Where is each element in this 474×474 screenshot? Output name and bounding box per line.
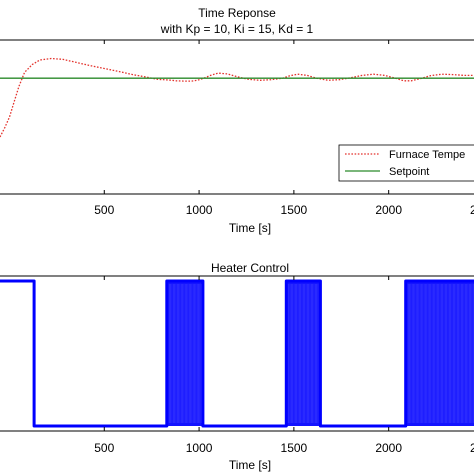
legend-box — [338, 144, 474, 182]
time-response-chart: Time Reponse with Kp = 10, Ki = 15, Kd =… — [0, 6, 474, 235]
x-tick-label: 1500 — [281, 203, 308, 217]
plot-area-frame — [0, 275, 474, 432]
series-line-heater — [0, 279, 474, 428]
bottom-data-marks — [0, 279, 474, 428]
x-tick-label: 2000 — [375, 203, 402, 217]
x-tick-label: 500 — [94, 203, 114, 217]
x-tick-label: 1500 — [281, 441, 308, 455]
x-tick-label: 2000 — [375, 441, 402, 455]
x-tick-label: 2 — [470, 203, 474, 217]
top-data-marks — [0, 57, 474, 138]
chart-title: Time Reponse — [198, 6, 276, 20]
switching-burst — [166, 281, 203, 426]
legend-label-setpoint: Setpoint — [389, 166, 429, 178]
x-tick-label: 2 — [470, 441, 474, 455]
top-x-ticks: 500 1000 1500 2000 2 — [94, 40, 474, 217]
chart-title: Heater Control — [211, 261, 289, 275]
x-tick-label: 1000 — [186, 441, 213, 455]
bottom-x-ticks: 500 1000 1500 2000 2 — [94, 276, 474, 455]
x-axis-label: Time [s] — [229, 458, 271, 472]
x-tick-label: 500 — [94, 441, 114, 455]
heater-control-chart: Heater Control 500 1000 1500 2000 2 Time [s] — [0, 261, 474, 472]
chart-subtitle: with Kp = 10, Ki = 15, Kd = 1 — [160, 22, 314, 36]
x-axis-label: Time [s] — [229, 221, 271, 235]
x-tick-label: 1000 — [186, 203, 213, 217]
series-line-furnace — [0, 57, 474, 138]
legend-label-furnace: Furnace Tempe — [389, 149, 465, 161]
legend: Furnace Tempe Setpoint — [338, 144, 474, 182]
